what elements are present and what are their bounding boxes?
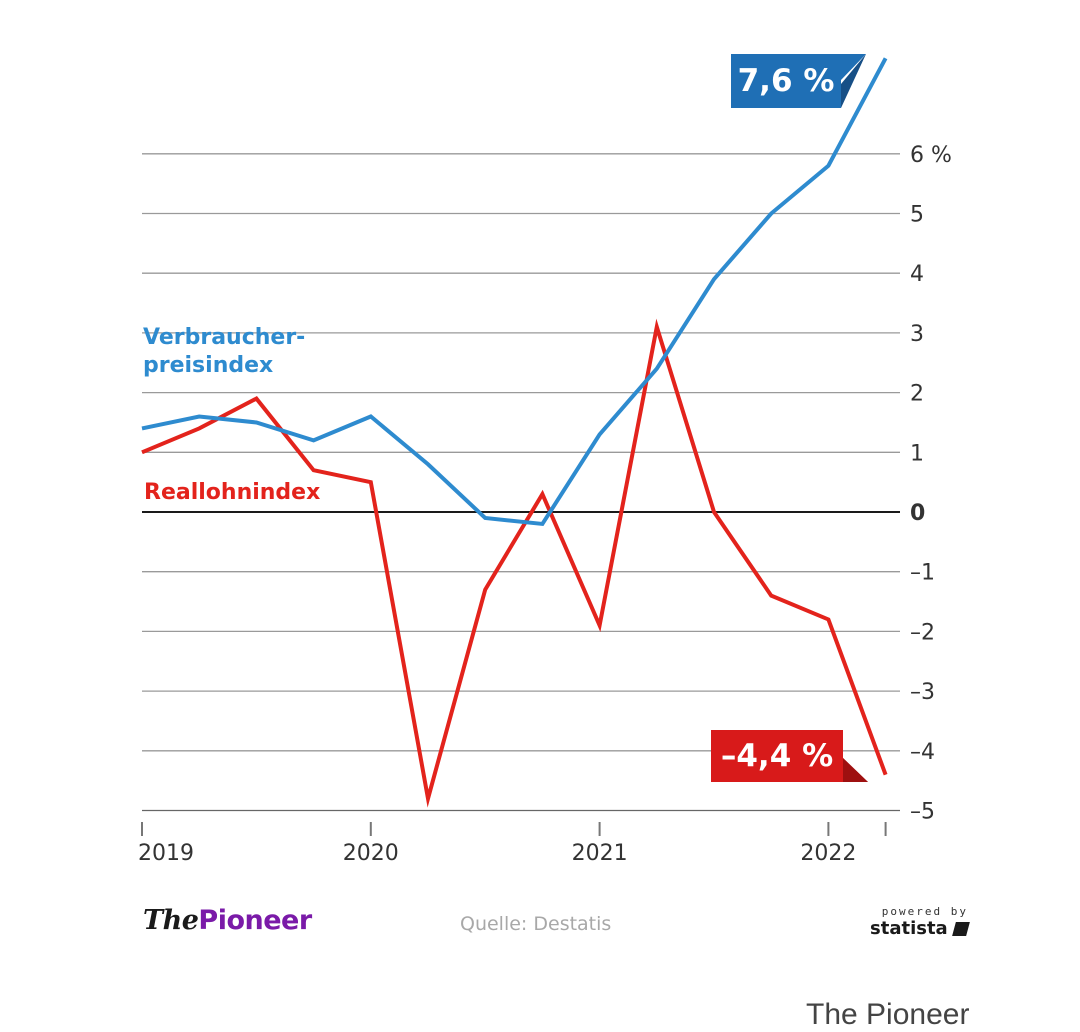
statista-logo: powered by statista bbox=[868, 905, 968, 939]
series-line-reallohnindex bbox=[142, 327, 886, 799]
statista-text: statista bbox=[868, 918, 968, 939]
powered-by-text: powered by bbox=[868, 905, 968, 918]
annotation-rli-value: –4,4 % bbox=[711, 730, 843, 782]
annotation-vpi-value: 7,6 % bbox=[731, 54, 841, 108]
x-axis: 2019 2020 2021 2022 bbox=[138, 822, 886, 866]
legend-label-verbraucherpreisindex: Verbraucher-preisindex bbox=[143, 324, 343, 380]
legend-label-reallohnindex: Reallohnindex bbox=[144, 479, 320, 507]
y-tick-label: –1 bbox=[910, 561, 935, 586]
x-tick-label: 2020 bbox=[343, 841, 399, 866]
y-tick-label: 1 bbox=[910, 441, 924, 466]
y-tick-label: 5 bbox=[910, 203, 924, 228]
y-tick-label: 3 bbox=[910, 322, 924, 347]
source-note: Quelle: Destatis bbox=[460, 913, 611, 935]
y-tick-label: 0 bbox=[910, 501, 925, 526]
y-tick-label: –5 bbox=[910, 800, 935, 825]
y-tick-label: –3 bbox=[910, 680, 935, 705]
x-tick-label: 2019 bbox=[138, 841, 194, 866]
y-tick-label: –2 bbox=[910, 620, 935, 645]
y-tick-label: 4 bbox=[910, 262, 924, 287]
y-tick-label: 2 bbox=[910, 382, 924, 407]
brand-pioneer: Pioneer bbox=[198, 905, 311, 936]
series-line-verbraucherpreisindex bbox=[142, 58, 886, 524]
series-lines bbox=[142, 58, 886, 798]
callout-fold-rli bbox=[843, 758, 868, 782]
y-axis: 6 % 5 4 3 2 1 0 –1 –2 –3 –4 –5 bbox=[910, 143, 952, 825]
statista-wordmark: statista bbox=[870, 918, 948, 939]
brand-logo: ThePioneer bbox=[143, 905, 312, 936]
callout-shapes bbox=[711, 54, 868, 782]
statista-icon bbox=[952, 922, 970, 936]
brand-the: The bbox=[143, 905, 198, 936]
y-tick-label: 6 % bbox=[910, 143, 952, 168]
y-tick-label: –4 bbox=[910, 740, 935, 765]
image-caption: The Pioneer bbox=[806, 998, 969, 1032]
x-tick-label: 2022 bbox=[800, 841, 856, 866]
x-tick-label: 2021 bbox=[572, 841, 628, 866]
